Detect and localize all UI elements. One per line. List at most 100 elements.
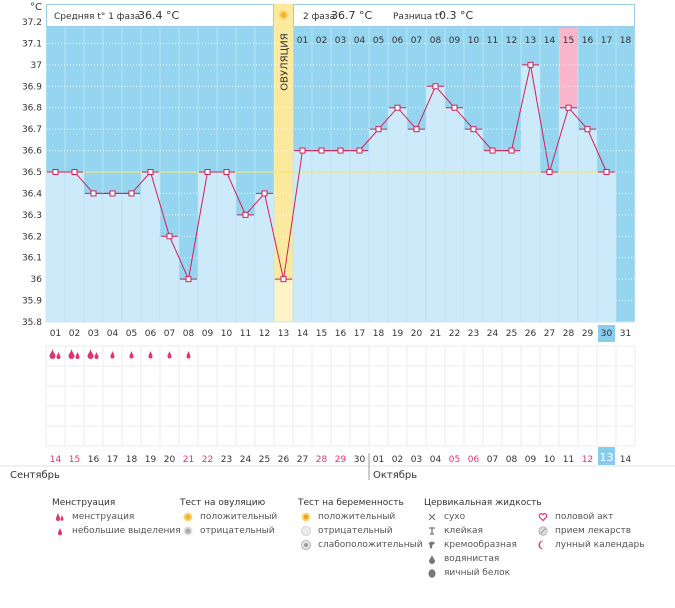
legend-ovulation-test-title: Тест на овуляцию	[180, 498, 266, 508]
temperature-point	[299, 147, 306, 154]
pregnancy-weak-icon	[301, 540, 311, 550]
ovulation-bar	[273, 278, 294, 323]
date-label: 23	[221, 455, 232, 465]
date-label: 11	[563, 455, 574, 465]
temperature-bar	[539, 171, 560, 323]
date-label: 06	[468, 455, 480, 465]
date-label: 08	[506, 455, 518, 465]
cycle-day-label: 12	[259, 329, 270, 339]
difference-value: 0.3 °C	[439, 9, 473, 22]
legend-ovulation-test-item: положительный	[180, 510, 277, 524]
luteal-day-label: 06	[392, 36, 404, 46]
date-label: 25	[259, 455, 270, 465]
legend-cervical: Цервикальная жидкость сухо клейкая кремо…	[424, 496, 542, 580]
temperature-bar	[121, 193, 142, 323]
y-tick-label: 36	[31, 275, 43, 285]
temperature-bar	[292, 150, 313, 323]
dry-icon	[428, 513, 436, 521]
date-label: 21	[183, 455, 194, 465]
temperature-point	[394, 104, 401, 111]
date-label: 24	[240, 455, 252, 465]
cycle-day-label: 05	[126, 329, 137, 339]
date-label: 02	[392, 455, 403, 465]
temperature-bar	[83, 193, 104, 323]
luteal-day-label: 12	[506, 36, 517, 46]
cycle-day-label: 08	[183, 329, 195, 339]
temperature-point	[318, 147, 325, 154]
luteal-day-label: 18	[620, 36, 632, 46]
luteal-day-label: 01	[297, 36, 308, 46]
watery-icon	[429, 555, 435, 564]
heart-icon	[538, 513, 548, 522]
cycle-day-label: 15	[316, 329, 327, 339]
ovulation-column	[274, 4, 293, 322]
sun-core-icon	[280, 12, 287, 18]
legend-pregnancy-test-item: отрицательный	[298, 524, 423, 538]
difference-label: Разница t°	[393, 12, 443, 22]
legend-label: сухо	[444, 512, 466, 522]
temperature-point	[337, 147, 344, 154]
legend-menstruation-item: менструация	[52, 510, 181, 524]
menstruation-drop	[75, 352, 80, 359]
cycle-day-label: 28	[563, 329, 575, 339]
temperature-point	[128, 190, 135, 197]
cycle-day-label: 09	[202, 329, 214, 339]
legend-ovulation-test: Тест на овуляцию положительный отрицател…	[180, 496, 277, 538]
egg-white-icon	[428, 569, 436, 578]
temperature-point	[52, 169, 59, 175]
temperature-bar	[577, 128, 598, 323]
spotting-drop	[110, 351, 115, 359]
legend-cervical-title: Цервикальная жидкость	[424, 498, 542, 508]
temperature-bar	[330, 150, 351, 323]
cycle-day-label: 26	[525, 329, 537, 339]
bbt-chart: °C 35.8 35.9 36 36.1 36.2 36.3 36.4 36.5 36.6 36.7…	[0, 2, 675, 481]
temperature-point	[451, 104, 458, 111]
legend-label: водянистая	[444, 554, 500, 564]
legend-label: лунный календарь	[555, 540, 645, 550]
spotting-drop	[148, 351, 153, 359]
current-day-box	[598, 325, 615, 342]
cycle-day-label: 23	[468, 329, 479, 339]
temperature-point	[584, 126, 591, 133]
date-label: 17	[107, 455, 118, 465]
date-label: 22	[202, 455, 213, 465]
temperature-bar	[216, 171, 237, 323]
legend-cervical-item: сухо	[424, 510, 542, 524]
y-tick-label: 37.1	[22, 39, 42, 49]
temperature-point	[470, 126, 477, 133]
date-label: 16	[88, 455, 100, 465]
date-label: 09	[525, 455, 537, 465]
luteal-day-label: 03	[335, 36, 346, 46]
menstruation-drop	[68, 349, 75, 359]
legend-other-item: прием лекарств	[535, 524, 645, 538]
temperature-bar	[406, 128, 427, 323]
cycle-day-label: 02	[69, 329, 80, 339]
temperature-bar	[45, 171, 66, 323]
legend-label: кремообразная	[444, 540, 517, 550]
pregnancy-positive-icon	[301, 512, 311, 522]
date-label: 28	[316, 455, 328, 465]
temperature-bar	[235, 214, 256, 323]
legend-label: отрицательный	[200, 526, 275, 536]
menstruation-drop	[49, 349, 56, 359]
cycle-day-label: 14	[297, 329, 309, 339]
temperature-point	[261, 190, 268, 197]
luteal-day-label: 05	[373, 36, 384, 46]
phase1-box	[46, 4, 274, 27]
luteal-day-label: 17	[601, 36, 612, 46]
y-tick-label: 37.2	[22, 18, 42, 28]
temperature-point	[432, 83, 439, 90]
luteal-day-label: 16	[582, 36, 594, 46]
temperature-point	[508, 147, 515, 154]
temperature-bar	[463, 128, 484, 323]
month-right-label: Октябрь	[373, 470, 417, 481]
luteal-day-highlight	[559, 28, 578, 46]
temperature-point	[356, 147, 363, 154]
date-label: 15	[69, 455, 80, 465]
temperature-point	[185, 276, 192, 283]
temperature-bar	[197, 171, 218, 323]
temperature-point	[147, 169, 154, 175]
legend-label: отрицательный	[318, 526, 393, 536]
temperature-point	[90, 190, 97, 197]
temperature-bar	[482, 150, 503, 323]
